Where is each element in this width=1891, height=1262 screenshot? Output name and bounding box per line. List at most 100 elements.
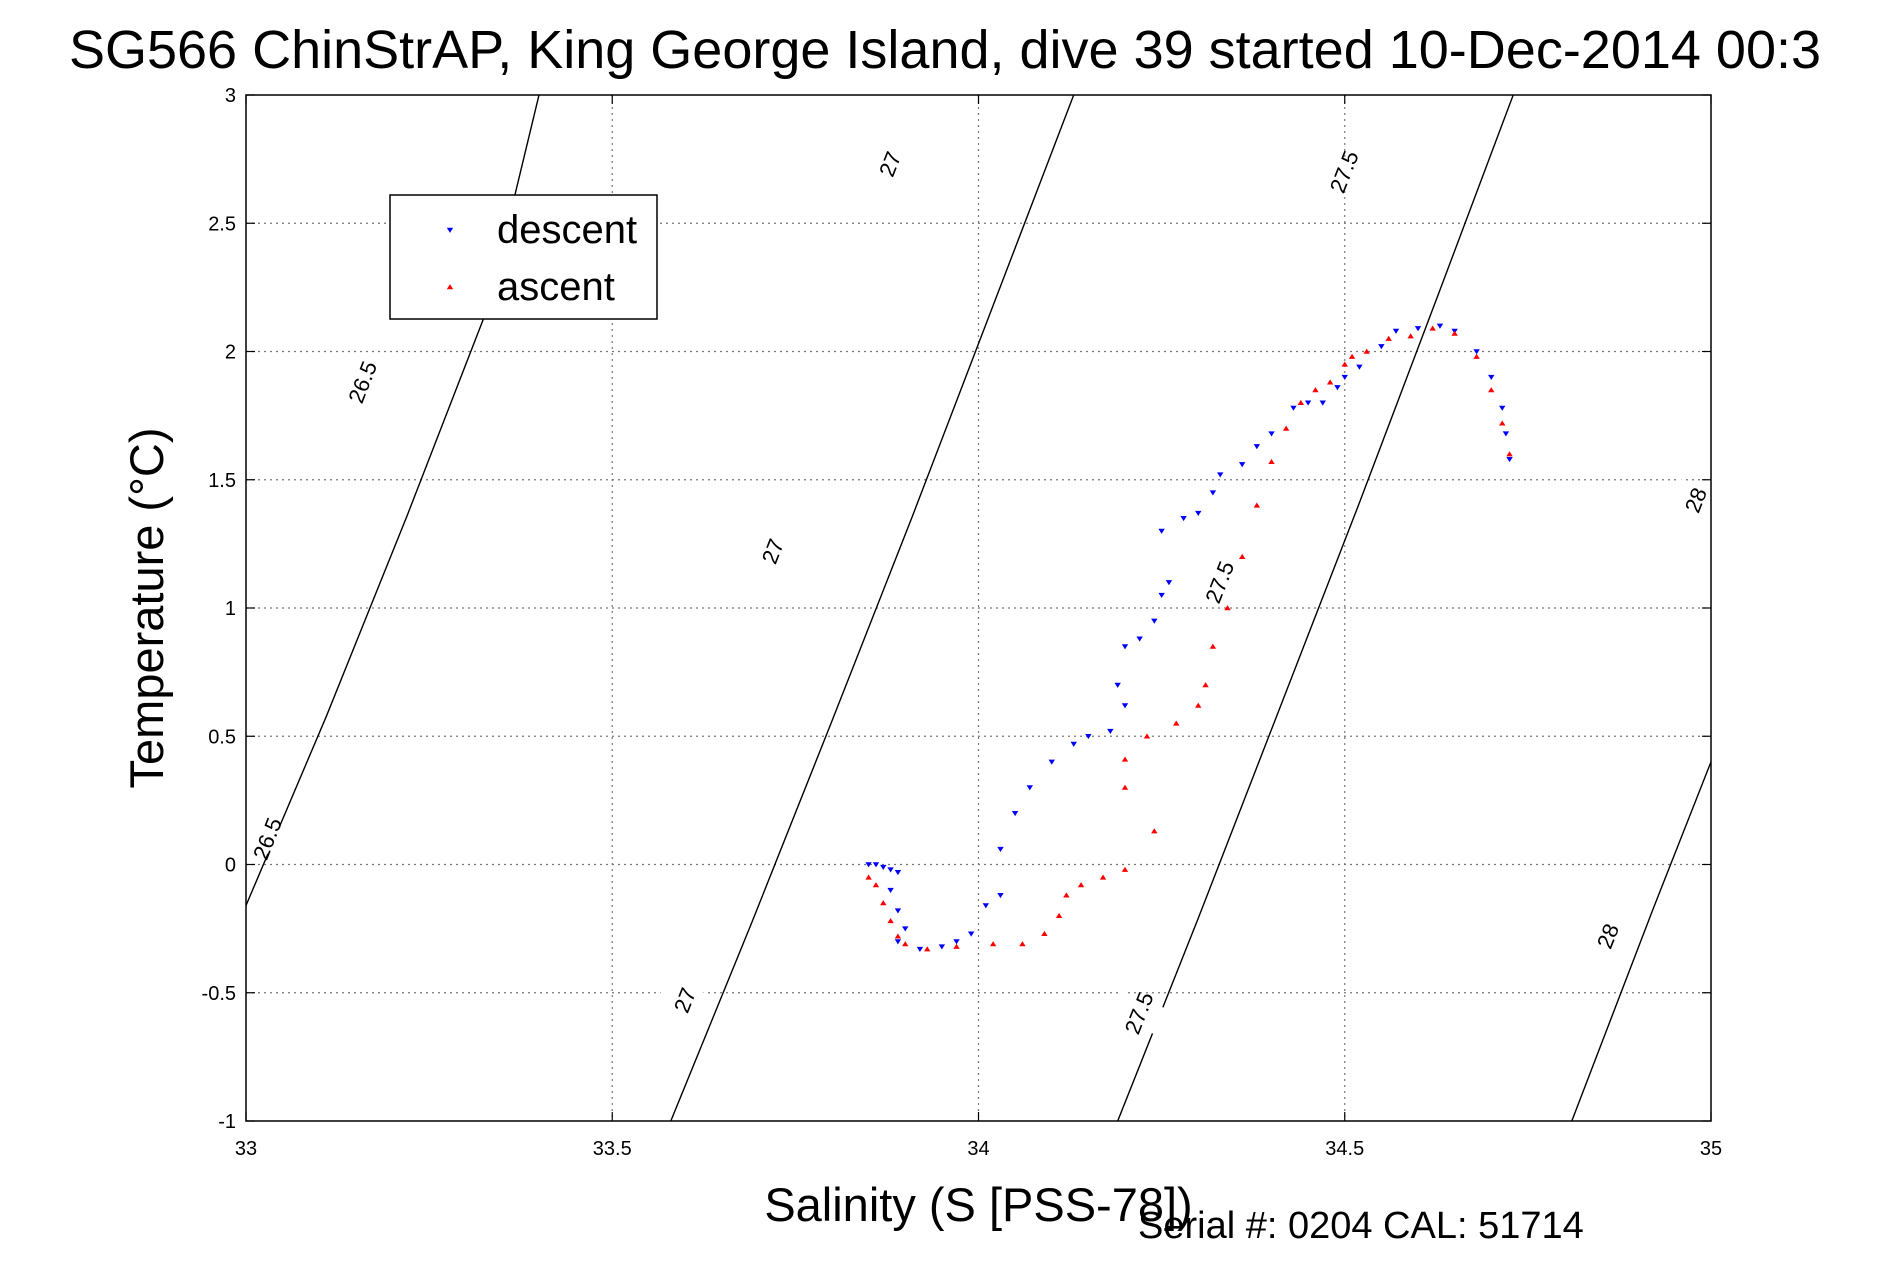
y-tick-label: 2.5	[208, 213, 236, 235]
ascent-point	[1099, 874, 1107, 880]
ascent-point	[1202, 682, 1209, 688]
descent-point	[1114, 682, 1121, 688]
x-tick-label: 33.5	[593, 1138, 632, 1160]
serial-cal-label: Serial #: 0204 CAL: 51714	[1138, 1205, 1584, 1247]
descent-point	[1239, 462, 1246, 468]
descent-point	[982, 903, 990, 909]
data-series	[865, 323, 1513, 953]
ascent-point	[1121, 756, 1129, 762]
ascent-point	[1282, 425, 1290, 431]
ascent-point	[1195, 702, 1202, 708]
descent-point	[1085, 734, 1092, 740]
descent-point	[872, 862, 880, 868]
contour-label-bg	[861, 141, 920, 187]
descent-point	[1158, 592, 1165, 599]
ascent-point	[880, 900, 887, 906]
y-tick-label: 1.5	[208, 470, 236, 492]
series-descent	[865, 323, 1513, 953]
descent-point	[1217, 472, 1224, 478]
descent-point	[1165, 580, 1173, 586]
contour-label-bg	[1667, 477, 1711, 523]
descent-point	[997, 846, 1004, 852]
y-tick-label: 3	[225, 85, 236, 107]
ascent-point	[1209, 643, 1217, 649]
ascent-point	[953, 943, 960, 949]
chart-title: SG566 ChinStrAP, King George Island, div…	[69, 20, 1821, 80]
y-tick-label: -1	[218, 1111, 236, 1133]
ascent-point	[1253, 502, 1261, 508]
density-contour-28	[1571, 759, 1711, 1121]
ascent-point	[1363, 348, 1370, 354]
legend-label-ascent: ascent	[497, 265, 615, 309]
legend-marker-descent	[446, 227, 454, 233]
ascent-point	[1224, 605, 1231, 611]
descent-point	[1356, 364, 1363, 370]
descent-point	[1414, 326, 1422, 332]
ascent-point	[872, 882, 880, 888]
descent-point	[916, 946, 924, 953]
descent-point	[902, 926, 909, 932]
descent-point	[1502, 431, 1510, 437]
contour-label-bg	[744, 529, 803, 575]
descent-point	[938, 944, 946, 950]
descent-point	[1436, 323, 1444, 329]
descent-point	[1392, 328, 1400, 334]
descent-point	[1209, 490, 1217, 496]
y-tick-label: 1	[225, 598, 236, 620]
grid	[246, 95, 1711, 1121]
ascent-point	[1488, 387, 1495, 393]
descent-point	[1499, 405, 1506, 411]
descent-point	[1107, 728, 1114, 734]
ascent-point	[1312, 387, 1319, 393]
descent-point	[880, 864, 887, 870]
ascent-point	[1173, 720, 1180, 726]
descent-point	[887, 887, 894, 894]
contour-label-bg	[656, 977, 715, 1024]
descent-point	[1378, 344, 1385, 350]
ascent-point	[1341, 361, 1348, 367]
descent-point	[1473, 349, 1480, 355]
descent-point	[1136, 636, 1143, 642]
y-axis-label: Temperature (°C)	[120, 428, 173, 789]
density-contour-27	[670, 95, 1075, 1121]
x-tick-label: 35	[1700, 1138, 1722, 1160]
descent-point	[997, 893, 1004, 899]
descent-point	[1488, 374, 1495, 381]
ascent-point	[1121, 866, 1129, 872]
legend-marker-ascent	[446, 284, 454, 290]
ascent-point	[1407, 333, 1414, 339]
ascent-point	[1143, 733, 1151, 739]
legend-box	[389, 194, 658, 320]
ascent-point	[1348, 353, 1356, 359]
contour-label-bg	[1315, 149, 1375, 195]
ascent-point	[1473, 353, 1480, 359]
ascent-point	[1385, 335, 1392, 341]
ascent-point	[1297, 399, 1304, 406]
ascent-point	[1429, 325, 1436, 331]
ascent-point	[1041, 930, 1048, 936]
descent-point	[1319, 400, 1326, 406]
descent-point	[887, 867, 894, 873]
descent-point	[953, 939, 960, 945]
ascent-point	[1239, 553, 1246, 559]
ascent-point	[887, 918, 894, 924]
ascent-point	[1506, 451, 1513, 457]
descent-point	[1070, 741, 1077, 747]
descent-point	[1290, 405, 1297, 411]
descent-point	[1334, 385, 1341, 391]
descent-point	[1341, 374, 1348, 381]
ascent-point	[1268, 458, 1275, 465]
descent-point	[967, 931, 975, 937]
density-contour-27.5	[1117, 95, 1514, 1121]
legend-marker-descent-glyph	[446, 227, 454, 233]
contour-label-bg	[1190, 559, 1250, 605]
contour-label-bg	[1110, 990, 1169, 1036]
ascent-point	[1499, 420, 1506, 426]
y-tick-label: -0.5	[202, 983, 236, 1005]
ascent-point	[989, 941, 997, 947]
contour-label-bg	[333, 359, 393, 405]
y-tick-label: 0.5	[208, 726, 236, 748]
y-tick-label: 2	[225, 342, 236, 364]
ascent-point	[924, 946, 931, 952]
